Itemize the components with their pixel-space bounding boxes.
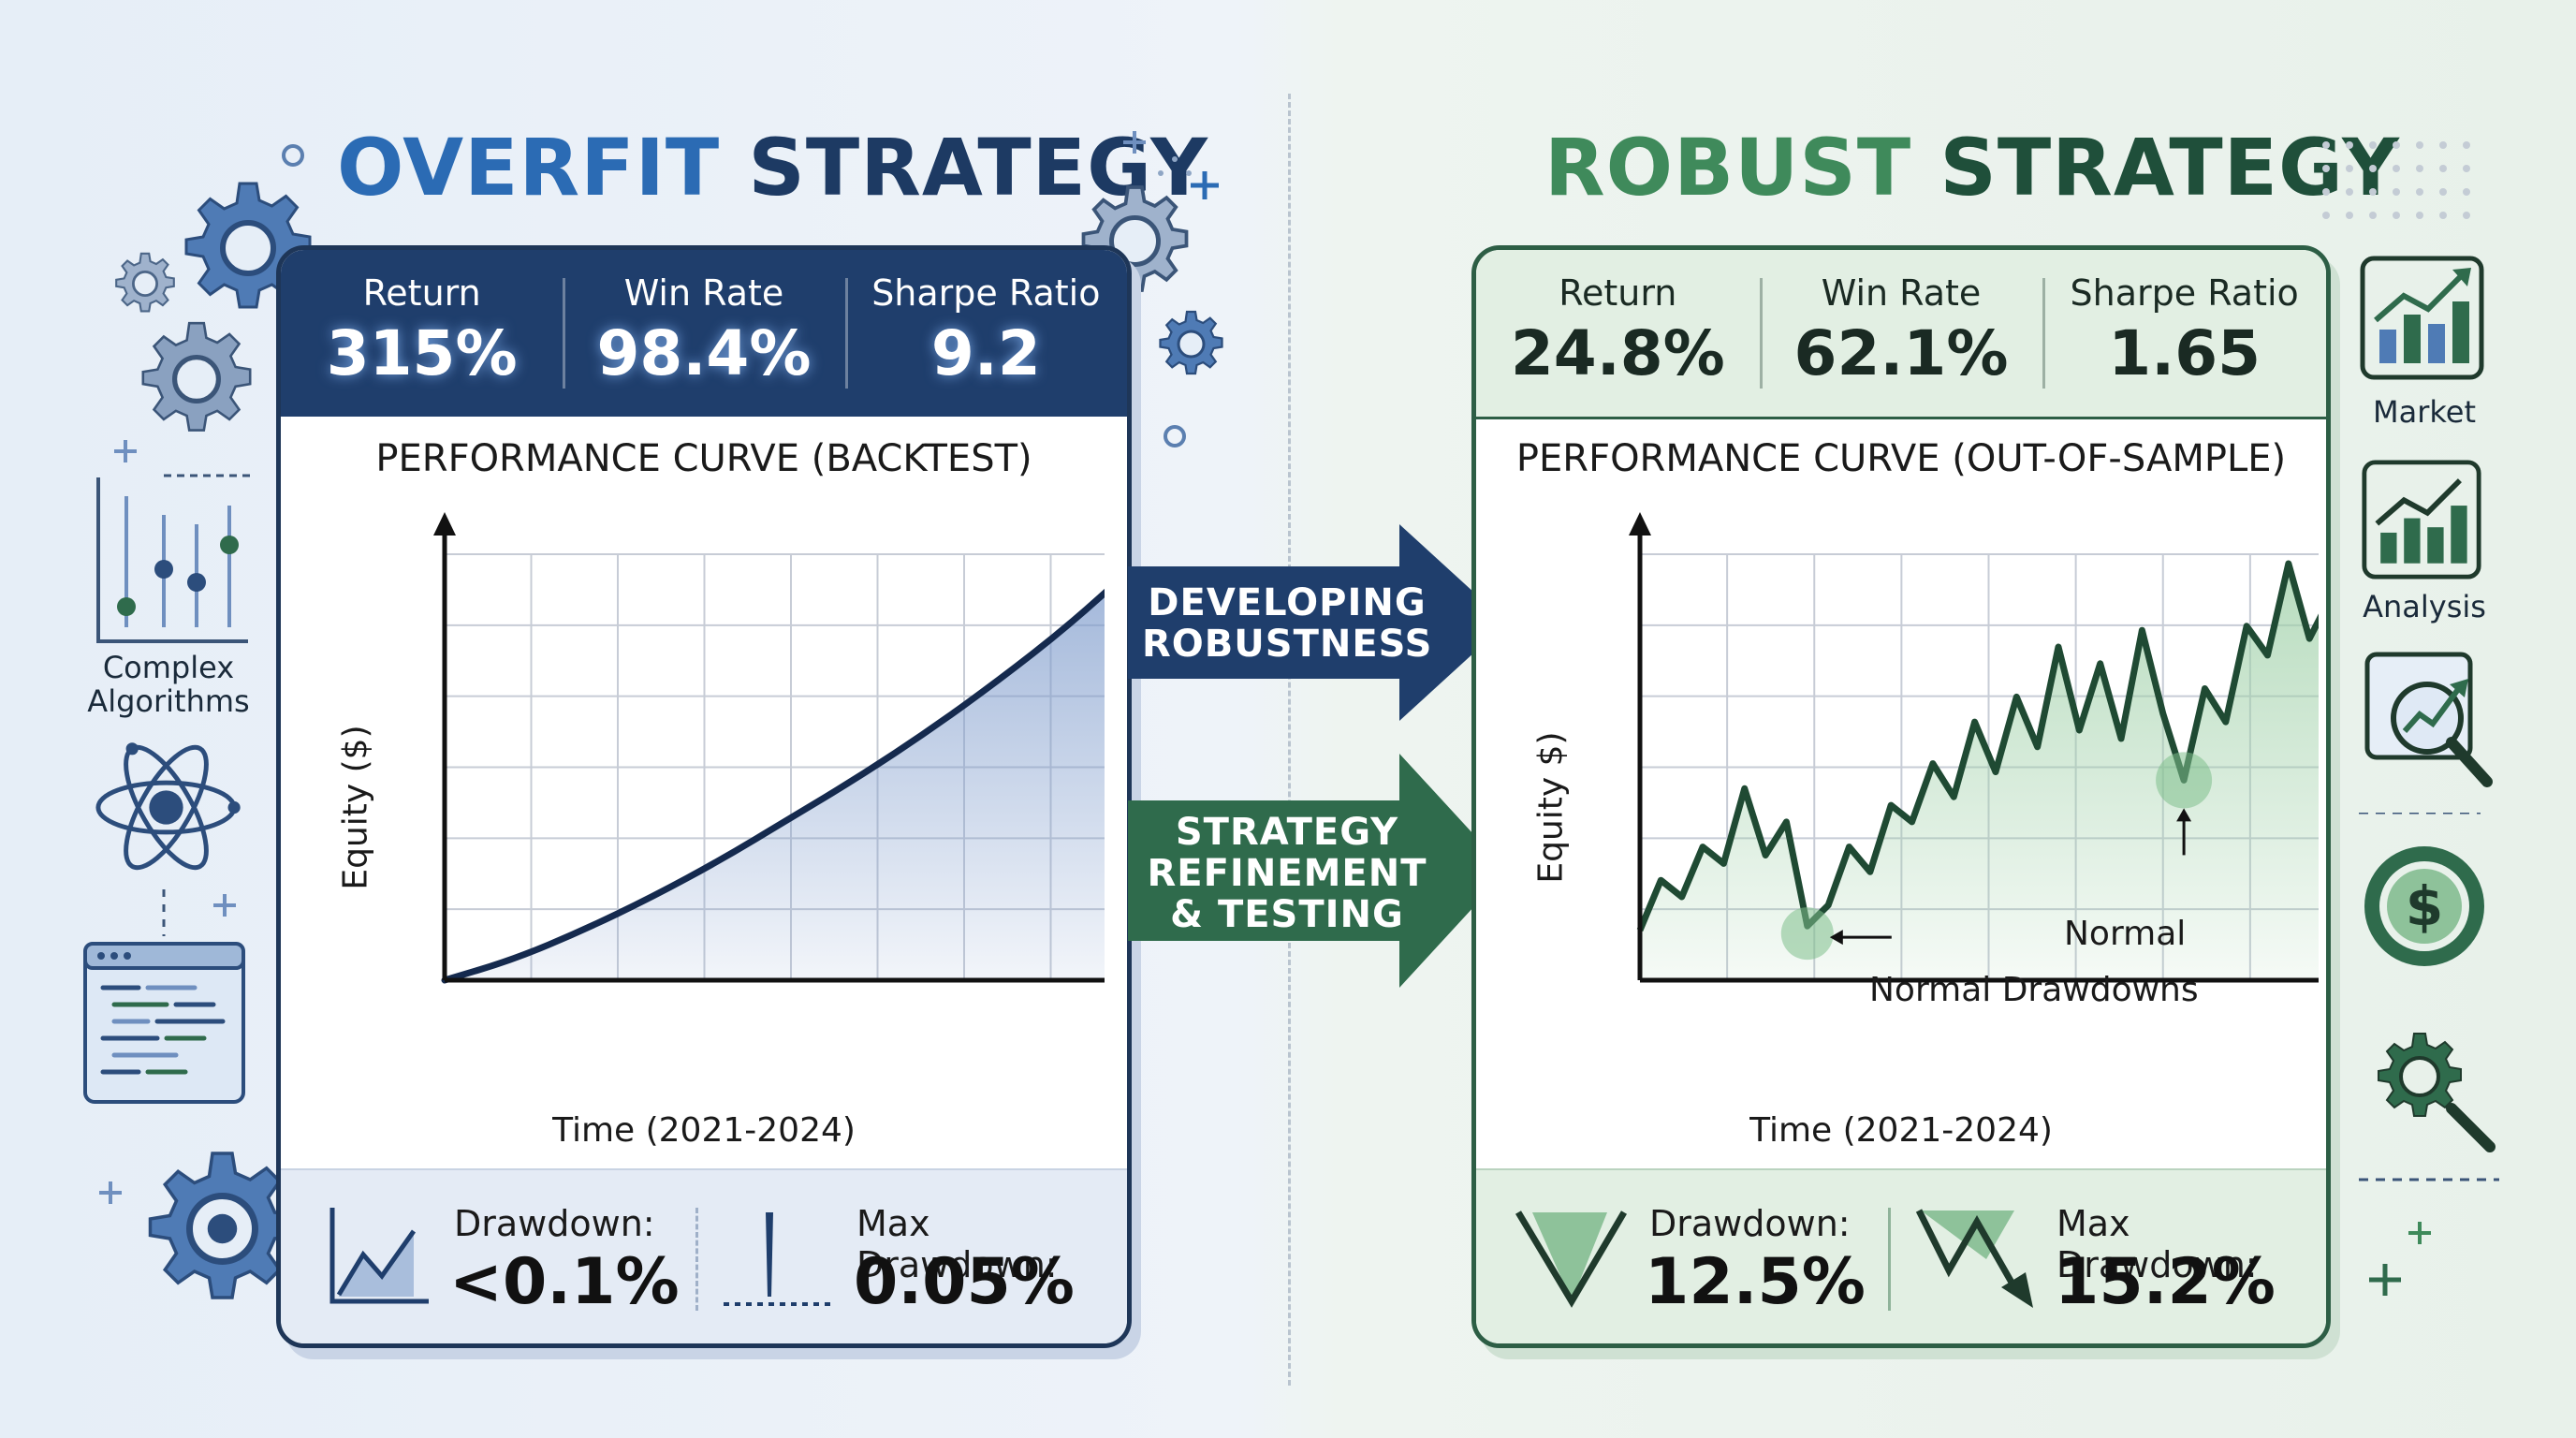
series-line xyxy=(441,588,1105,984)
metric-value: 98.4% xyxy=(596,317,812,389)
metric-win-rate: Win Rate 62.1% xyxy=(1759,250,2043,417)
metric-return: Return 315% xyxy=(281,250,563,417)
chart-title: PERFORMANCE CURVE (BACKTEST) xyxy=(375,437,1032,480)
series-area xyxy=(445,593,1105,980)
drawdown-value: <0.1% xyxy=(449,1245,680,1319)
metric-value: 62.1% xyxy=(1793,317,2009,389)
tiny-gear-icon xyxy=(1159,310,1223,375)
complex-algorithms-label: Complex Algorithms xyxy=(87,650,250,719)
robust-metrics: Return 24.8% Win Rate 62.1% Sharpe Ratio… xyxy=(1476,250,2326,419)
metric-label: Sharpe Ratio xyxy=(871,272,1101,314)
drawdown-marker xyxy=(2156,752,2213,809)
panel-divider xyxy=(1888,1208,1891,1311)
chart-title: PERFORMANCE CURVE (OUT-OF-SAMPLE) xyxy=(1515,437,2287,480)
metric-label: Sharpe Ratio xyxy=(2070,272,2299,314)
robust-drawdown-panel: Drawdown: 12.5% Max Drawdown: 15.2% xyxy=(1476,1168,2326,1343)
x-axis-label: Time (2021-2024) xyxy=(552,1111,856,1150)
panel-divider xyxy=(693,1208,698,1311)
drawdown-label: Drawdown: xyxy=(1649,1203,1851,1244)
y-axis-arrow xyxy=(433,512,456,536)
metric-value: 9.2 xyxy=(930,317,1041,389)
analysis-label: Analysis xyxy=(2363,589,2486,624)
metric-sharpe-ratio: Sharpe Ratio 1.65 xyxy=(2042,250,2326,417)
backtest-chart xyxy=(433,512,1105,984)
y-axis-arrow xyxy=(1629,512,1651,536)
gear-magnifier-icon xyxy=(2378,1033,2496,1152)
max-drawdown-value: 0.05% xyxy=(854,1245,1075,1319)
strategy-refinement-arrow xyxy=(1128,754,1507,988)
strategy-refinement-label: STRATEGY REFINEMENT & TESTING xyxy=(1147,811,1427,936)
magnifier-chart-icon xyxy=(2364,652,2493,787)
metric-label: Return xyxy=(1559,272,1677,314)
metric-label: Win Rate xyxy=(1821,272,1982,314)
dashed-connector xyxy=(162,889,166,936)
metric-value: 1.65 xyxy=(2108,317,2261,389)
normal-drawdowns-annotation: Normal Drawdowns xyxy=(1869,971,2199,1009)
metric-win-rate: Win Rate 98.4% xyxy=(563,250,844,417)
y-axis-label: Equity $) xyxy=(1531,731,1571,884)
developing-robustness-label: DEVELOPING ROBUSTNESS xyxy=(1142,581,1433,666)
annotation-pointer-head xyxy=(2176,808,2192,822)
robust-card: Return 24.8% Win Rate 62.1% Sharpe Ratio… xyxy=(1471,245,2331,1348)
market-label: Market xyxy=(2373,394,2476,430)
sliders-icon xyxy=(96,474,253,643)
max-drawdown-value: 15.2% xyxy=(2055,1245,2276,1319)
series-line xyxy=(1636,560,2319,932)
annotation-pointer-head xyxy=(1829,930,1843,946)
metric-sharpe-ratio: Sharpe Ratio 9.2 xyxy=(844,250,1127,417)
svg-text:$: $ xyxy=(2406,874,2443,938)
metric-value: 24.8% xyxy=(1510,317,1725,389)
metric-label: Win Rate xyxy=(623,272,784,314)
metric-label: Return xyxy=(362,272,481,314)
out-of-sample-chart xyxy=(1629,512,2319,983)
overfit-title-accent: OVERFIT xyxy=(337,122,721,213)
bar-chart-up-icon xyxy=(2360,256,2484,380)
small-line-chart-icon xyxy=(329,1208,429,1304)
v-drawdown-icon xyxy=(1515,1211,1628,1308)
center-divider xyxy=(1288,94,1291,1386)
medium-gear-icon xyxy=(141,321,252,432)
dollar-coin-icon: $ xyxy=(2364,846,2484,966)
max-drawdown-label: Max Drawdown: xyxy=(2056,1203,2258,1285)
drawdown-marker xyxy=(1780,907,1834,961)
code-window-icon xyxy=(83,942,245,1104)
analysis-chart-icon xyxy=(2362,460,2481,580)
normal-annotation: Normal xyxy=(2064,915,2187,953)
overfit-card: Return 315% Win Rate 98.4% Sharpe Ratio … xyxy=(276,245,1132,1348)
metric-return: Return 24.8% xyxy=(1476,250,1760,417)
overfit-metrics: Return 315% Win Rate 98.4% Sharpe Ratio … xyxy=(281,250,1127,417)
developing-robustness-arrow xyxy=(1128,524,1507,721)
drawdown-label: Drawdown: xyxy=(454,1203,655,1244)
max-drawdown-label: Max Drawdown: xyxy=(856,1203,1058,1285)
y-axis-label: Equity ($) xyxy=(336,725,375,890)
robust-title-accent: ROBUST xyxy=(1544,122,1912,213)
max-drawdown-arrow-icon xyxy=(1915,1209,2033,1308)
atom-icon xyxy=(95,742,241,871)
metric-value: 315% xyxy=(326,317,518,389)
large-gear-icon xyxy=(148,1152,297,1299)
flat-bar-icon xyxy=(724,1212,836,1306)
overfit-drawdown-panel: Drawdown: <0.1% Max Drawdown: 0.05% xyxy=(281,1168,1127,1343)
drawdown-value: 12.5% xyxy=(1645,1245,1866,1319)
dashed-lines-decor xyxy=(2359,813,2499,1181)
x-axis-label: Time (2021-2024) xyxy=(1749,1111,2053,1150)
small-gear-icon xyxy=(115,252,175,313)
